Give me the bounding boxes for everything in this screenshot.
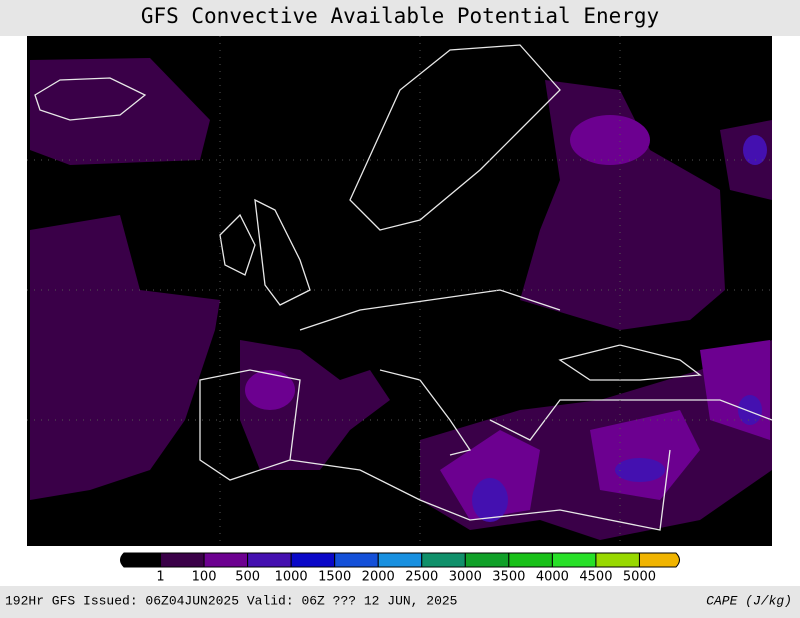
colorbar-segment	[508, 552, 553, 568]
footer-bar	[0, 586, 800, 618]
colorbar-segment	[120, 552, 162, 568]
cape-mid-areas	[245, 115, 770, 520]
colorbar-segment	[377, 552, 423, 568]
colorbar-segment	[638, 552, 680, 568]
map	[27, 36, 773, 546]
colorbar-tick-label: 4000	[536, 570, 569, 585]
colorbar-tick-label: 5000	[623, 570, 656, 585]
colorbar-segment	[247, 552, 292, 568]
cape-high-areas	[472, 135, 767, 522]
colorbar-segment	[334, 552, 379, 568]
colorbar-tick-label: 100	[192, 570, 217, 585]
colorbar-tick-label: 1	[156, 570, 164, 585]
title: GFS Convective Available Potential Energ…	[141, 4, 659, 28]
colorbar-segment	[464, 552, 510, 568]
colorbar-segment	[595, 552, 640, 568]
colorbar-tick-label: 500	[235, 570, 260, 585]
colorbar-segment	[421, 552, 466, 568]
colorbar-tick-label: 3500	[492, 570, 525, 585]
colorbar-segment	[290, 552, 336, 568]
colorbar-segment	[203, 552, 249, 568]
colorbar-tick-label: 1000	[275, 570, 308, 585]
coastlines	[34, 44, 773, 531]
colorbar-segment	[551, 552, 597, 568]
colorbar-tick-label: 2500	[405, 570, 438, 585]
colorbar-tick-label: 2000	[362, 570, 395, 585]
graticule	[27, 36, 772, 546]
colorbar: 1 100 500 1000 1500 2000 2500 3000 3500 4000 4500 5…	[120, 552, 680, 585]
colorbar-segment	[160, 552, 205, 568]
colorbar-tick-label: 1500	[318, 570, 351, 585]
title-bar	[0, 0, 800, 36]
colorbar-tick-label: 4500	[579, 570, 612, 585]
colorbar-tick-label: 3000	[449, 570, 482, 585]
field-label: CAPE (J/kg)	[706, 593, 792, 608]
run-info: 192Hr GFS Issued: 06Z04JUN2025 Valid: 06…	[5, 593, 457, 608]
